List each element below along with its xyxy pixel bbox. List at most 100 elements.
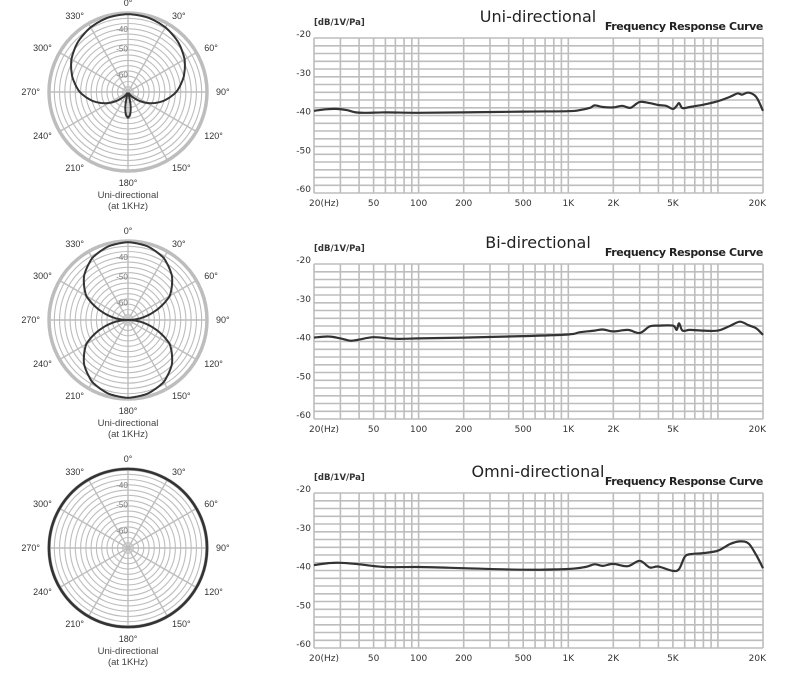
y-tick-label: -50 [296, 601, 311, 611]
x-tick-label: 20K [749, 425, 767, 435]
polar-spoke [127, 91, 169, 161]
polar-angle-label: 240° [33, 131, 52, 141]
frequency-response-chart-bi: Bi-directional Frequency Response Curve … [296, 233, 767, 435]
x-tick-label: 500 [515, 654, 532, 664]
polar-spoke [59, 547, 129, 589]
polar-ring-label: -40 [116, 25, 128, 34]
chart-subtitle: Frequency Response Curve [605, 475, 763, 488]
polar-spoke [87, 23, 129, 93]
polar-angle-label: 270° [21, 315, 40, 325]
y-tick-label: -30 [296, 69, 311, 79]
polar-angle-label: 270° [21, 543, 40, 553]
y-tick-label: -60 [296, 411, 311, 421]
polar-angle-label: 150° [172, 163, 191, 173]
chart-title: Uni-directional [480, 7, 596, 26]
polar-angle-label: 180° [119, 178, 138, 188]
y-axis-unit-label: [dB/1V/Pa] [314, 473, 365, 483]
polar-spoke [87, 319, 129, 389]
x-tick-label: 100 [410, 199, 427, 209]
polar-angle-labels: 0° 30° 60° 90° 120° 150° 180° 210° 240° 270° 300° 3… [21, 226, 230, 416]
x-tick-label: 5K [667, 199, 680, 209]
polar-pattern-curve [82, 241, 174, 399]
polar-angle-label: 0° [124, 0, 133, 8]
polar-angle-label: 330° [65, 467, 84, 477]
polar-angle-label: 300° [33, 43, 52, 53]
x-tick-label: 20(Hz) [309, 654, 339, 664]
polar-pattern-chart-3: 0° 30° 60° 90° 120° 150° 180° 210° 240° 270° 300° 3… [21, 454, 230, 668]
x-tick-label: 200 [455, 199, 472, 209]
polar-caption-line1: Uni-directional [98, 418, 159, 429]
x-tick-label: 20K [749, 654, 767, 664]
polar-angle-label: 300° [33, 271, 52, 281]
x-tick-label: 100 [410, 654, 427, 664]
polar-spoke [87, 547, 129, 617]
polar-grid [47, 11, 209, 173]
polar-angle-label: 60° [204, 43, 218, 53]
polar-angle-label: 90° [216, 87, 230, 97]
x-tick-label: 1K [562, 199, 575, 209]
y-tick-label: -30 [296, 295, 311, 305]
polar-grid [47, 239, 209, 401]
y-tick-label: -30 [296, 524, 311, 534]
polar-caption-line2: (at 1KHz) [108, 657, 148, 668]
polar-angle-label: 210° [65, 163, 84, 173]
y-axis-unit-label: [dB/1V/Pa] [314, 244, 365, 254]
polar-caption-line2: (at 1KHz) [108, 201, 148, 212]
polar-ring-labels: -40 -50 -60 [116, 253, 128, 308]
polar-spoke [127, 251, 169, 321]
polar-caption-line1: Uni-directional [98, 646, 159, 657]
polar-angle-label: 0° [124, 226, 133, 236]
polar-ring-labels: -40 -50 -60 [116, 481, 128, 536]
x-tick-label: 1K [562, 654, 575, 664]
polar-angle-label: 330° [65, 239, 84, 249]
x-tick-label: 500 [515, 425, 532, 435]
polar-spoke [127, 23, 169, 93]
polar-spoke [127, 479, 169, 549]
y-tick-labels: -20 -30 -40 -50 -60 [296, 256, 311, 421]
polar-pattern-curve [47, 467, 209, 629]
x-tick-label: 2K [607, 425, 620, 435]
polar-ring-label: -40 [116, 253, 128, 262]
x-tick-labels: 20(Hz) 50 100 200 500 1K 2K 5K 20K [309, 199, 767, 209]
frequency-response-chart-uni: Uni-directional Frequency Response Curve… [296, 7, 767, 209]
polar-caption-line2: (at 1KHz) [108, 429, 148, 440]
polar-angle-label: 210° [65, 391, 84, 401]
polar-angle-label: 120° [204, 587, 223, 597]
polar-angle-label: 240° [33, 587, 52, 597]
polar-angle-labels: 0° 30° 60° 90° 120° 150° 180° 210° 240° 270° 300° 3… [21, 0, 230, 188]
polar-spoke [127, 319, 169, 389]
polar-angle-label: 330° [65, 11, 84, 21]
x-tick-label: 1K [562, 425, 575, 435]
y-tick-label: -40 [296, 563, 311, 573]
x-tick-labels: 20(Hz) 50 100 200 500 1K 2K 5K 20K [309, 425, 767, 435]
polar-ring-label: -50 [116, 273, 128, 282]
polar-angle-label: 120° [204, 131, 223, 141]
polar-pattern-chart-2: 0° 30° 60° 90° 120° 150° 180° 210° 240° 270° 300° 3… [21, 226, 230, 440]
y-axis-unit-label: [dB/1V/Pa] [314, 18, 365, 28]
polar-ring-label: -40 [116, 481, 128, 490]
frequency-response-chart-omni: Omni-directional Frequency Response Curv… [296, 462, 767, 664]
chart-grid [313, 37, 764, 194]
polar-angle-label: 180° [119, 634, 138, 644]
polar-angle-label: 0° [124, 454, 133, 464]
polar-angle-label: 120° [204, 359, 223, 369]
polar-angle-label: 30° [172, 11, 186, 21]
polar-spoke [127, 91, 197, 133]
x-tick-label: 20(Hz) [309, 425, 339, 435]
polar-spoke [87, 479, 129, 549]
polar-angle-label: 210° [65, 619, 84, 629]
polar-spoke [87, 251, 129, 321]
polar-pattern-curve [70, 13, 186, 119]
polar-angle-labels: 0° 30° 60° 90° 120° 150° 180° 210° 240° 270° 300° 3… [21, 454, 230, 644]
x-tick-label: 2K [607, 654, 620, 664]
x-tick-label: 200 [455, 654, 472, 664]
polar-angle-label: 270° [21, 87, 40, 97]
chart-subtitle: Frequency Response Curve [605, 246, 763, 259]
y-tick-label: -60 [296, 640, 311, 650]
polar-spoke [59, 279, 129, 321]
polar-angle-label: 30° [172, 467, 186, 477]
polar-angle-label: 300° [33, 499, 52, 509]
polar-spoke [127, 507, 197, 549]
y-tick-label: -20 [296, 485, 311, 495]
y-tick-label: -20 [296, 30, 311, 40]
